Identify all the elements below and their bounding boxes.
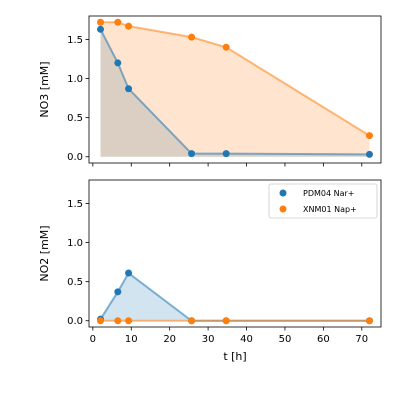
no3-point-pdm04 bbox=[188, 150, 196, 158]
no2-x-tick-label: 30 bbox=[202, 334, 215, 345]
no3-point-xnm01 bbox=[188, 33, 196, 41]
no2-x-tick-label: 0 bbox=[90, 334, 96, 345]
no2-panel: 0.0 0.5 1.0 1.5 0 10 20 30 40 50 60 70 NO2 [mM] t [… bbox=[38, 179, 382, 363]
legend-entry-xnm01: XNM01 Nap+ bbox=[279, 205, 357, 214]
no3-area-fills bbox=[100, 22, 370, 157]
no2-y-tick-label: 1.0 bbox=[67, 238, 83, 249]
no2-y-tick-label: 0.0 bbox=[67, 316, 83, 327]
no3-plot-frame bbox=[88, 15, 382, 164]
legend-marker-xnm01 bbox=[279, 205, 287, 213]
no2-plot-frame bbox=[88, 179, 382, 328]
no3-point-pdm04 bbox=[125, 85, 133, 93]
no3-point-pdm04 bbox=[222, 150, 230, 158]
no3-y-tick-label: 0.5 bbox=[67, 113, 83, 124]
legend-box bbox=[268, 183, 378, 219]
no2-area-fills bbox=[100, 273, 370, 321]
no2-data-points bbox=[97, 269, 373, 325]
no3-point-pdm04 bbox=[97, 25, 105, 33]
no3-point-pdm04 bbox=[365, 150, 373, 158]
no3-area-xnm01 bbox=[100, 22, 370, 157]
no3-point-xnm01 bbox=[97, 18, 105, 26]
no2-area-pdm04 bbox=[100, 273, 370, 321]
no3-y-axis-label: NO3 [mM] bbox=[38, 61, 51, 117]
no3-point-xnm01 bbox=[125, 22, 133, 30]
x-axis-label: t [h] bbox=[223, 350, 246, 363]
no2-x-tick-label: 20 bbox=[163, 334, 176, 345]
no2-point-xnm01 bbox=[365, 317, 373, 325]
legend-marker-pdm04 bbox=[279, 189, 287, 197]
legend: PDM04 Nar+ XNM01 Nap+ bbox=[268, 183, 378, 219]
no2-point-pdm04 bbox=[125, 269, 133, 277]
no3-panel: 0.0 0.5 1.0 1.5 NO3 [mM] bbox=[38, 15, 382, 167]
no3-data-points bbox=[97, 18, 373, 158]
no2-x-tick-label: 50 bbox=[279, 334, 292, 345]
no3-y-tick-label: 1.5 bbox=[67, 35, 83, 46]
no3-y-tick-label: 0.0 bbox=[67, 152, 83, 163]
legend-label-pdm04: PDM04 Nar+ bbox=[303, 189, 355, 198]
legend-label-xnm01: XNM01 Nap+ bbox=[303, 205, 357, 214]
no3-y-tick-label: 1.0 bbox=[67, 74, 83, 85]
no3-line-pdm04 bbox=[99, 28, 370, 156]
no3-point-xnm01 bbox=[365, 132, 373, 140]
no2-point-xnm01 bbox=[114, 317, 122, 325]
no2-x-tick-label: 60 bbox=[317, 334, 330, 345]
no3-point-xnm01 bbox=[222, 43, 230, 51]
legend-entry-pdm04: PDM04 Nar+ bbox=[279, 189, 355, 198]
no2-point-xnm01 bbox=[125, 317, 133, 325]
no2-point-xnm01 bbox=[188, 317, 196, 325]
no2-point-xnm01 bbox=[222, 317, 230, 325]
no2-x-tick-label: 40 bbox=[240, 334, 253, 345]
no2-y-tick-label: 1.5 bbox=[67, 199, 83, 210]
no2-y-axis-label: NO2 [mM] bbox=[38, 225, 51, 281]
no2-x-tick-label: 70 bbox=[355, 334, 368, 345]
no2-ticks: 0.0 0.5 1.0 1.5 0 10 20 30 40 50 60 70 bbox=[67, 199, 368, 345]
no2-point-pdm04 bbox=[114, 288, 122, 296]
no3-point-xnm01 bbox=[114, 18, 122, 26]
no2-x-tick-label: 10 bbox=[125, 334, 138, 345]
no2-y-tick-label: 0.5 bbox=[67, 277, 83, 288]
no3-point-pdm04 bbox=[114, 59, 122, 67]
no3-ticks: 0.0 0.5 1.0 1.5 bbox=[67, 35, 363, 167]
no2-point-xnm01 bbox=[97, 317, 105, 325]
no3-area-pdm04 bbox=[100, 29, 370, 157]
